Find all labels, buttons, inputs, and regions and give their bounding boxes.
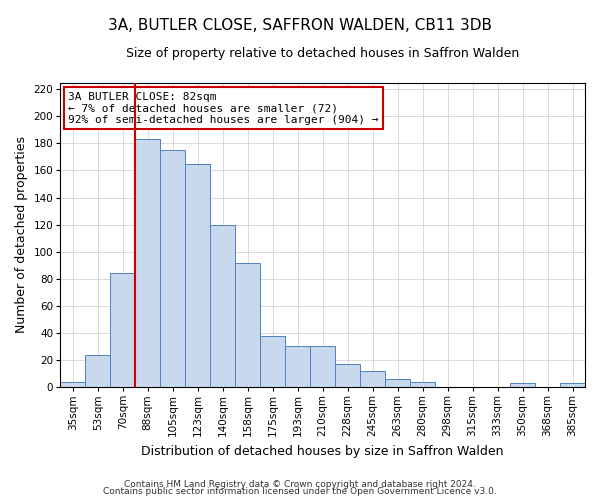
- Text: Contains public sector information licensed under the Open Government Licence v3: Contains public sector information licen…: [103, 487, 497, 496]
- Text: 3A, BUTLER CLOSE, SAFFRON WALDEN, CB11 3DB: 3A, BUTLER CLOSE, SAFFRON WALDEN, CB11 3…: [108, 18, 492, 32]
- Bar: [160, 150, 185, 387]
- Text: Contains HM Land Registry data © Crown copyright and database right 2024.: Contains HM Land Registry data © Crown c…: [124, 480, 476, 489]
- Bar: [235, 262, 260, 387]
- Bar: [385, 379, 410, 387]
- X-axis label: Distribution of detached houses by size in Saffron Walden: Distribution of detached houses by size …: [142, 444, 504, 458]
- Bar: [285, 346, 310, 387]
- Bar: [560, 383, 585, 387]
- Y-axis label: Number of detached properties: Number of detached properties: [15, 136, 28, 334]
- Text: 3A BUTLER CLOSE: 82sqm
← 7% of detached houses are smaller (72)
92% of semi-deta: 3A BUTLER CLOSE: 82sqm ← 7% of detached …: [68, 92, 379, 125]
- Bar: [510, 383, 535, 387]
- Bar: [110, 274, 135, 387]
- Bar: [260, 336, 285, 387]
- Bar: [410, 382, 435, 387]
- Bar: [335, 364, 360, 387]
- Bar: [135, 140, 160, 387]
- Bar: [210, 224, 235, 387]
- Bar: [310, 346, 335, 387]
- Title: Size of property relative to detached houses in Saffron Walden: Size of property relative to detached ho…: [126, 48, 519, 60]
- Bar: [85, 354, 110, 387]
- Bar: [185, 164, 210, 387]
- Bar: [60, 382, 85, 387]
- Bar: [360, 371, 385, 387]
